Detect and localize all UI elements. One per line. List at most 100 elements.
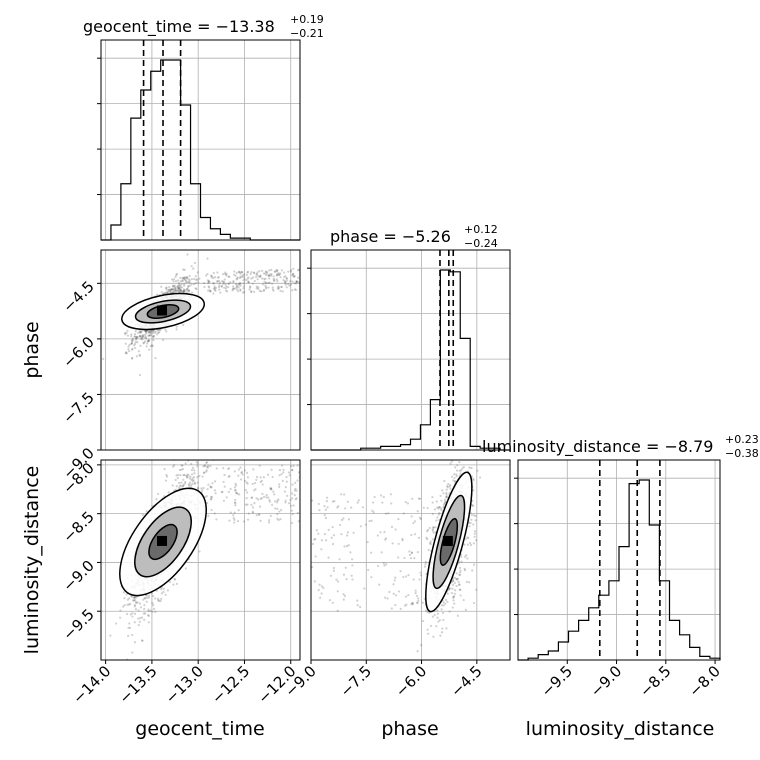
sample-point	[473, 530, 477, 533]
sample-point	[414, 591, 417, 595]
title-phase-main: phase = −5.26	[330, 227, 451, 246]
sample-point	[228, 275, 231, 279]
sample-point	[292, 275, 295, 278]
sample-point	[249, 286, 252, 289]
sample-point	[209, 486, 212, 489]
sample-point	[384, 596, 387, 599]
sample-point	[238, 276, 241, 280]
sample-point	[266, 271, 269, 274]
sample-point	[250, 271, 253, 274]
sample-point	[130, 333, 133, 336]
sample-point	[238, 283, 242, 286]
sample-point	[319, 596, 322, 599]
sample-point	[212, 287, 215, 290]
sample-point	[162, 338, 165, 341]
sample-point	[205, 470, 208, 473]
sample-point	[138, 373, 142, 377]
sample-point	[184, 567, 187, 570]
sample-point	[223, 473, 226, 477]
sample-point	[254, 488, 257, 491]
sample-point	[446, 600, 449, 603]
y-tick-label-phase: −6.0	[59, 333, 97, 371]
sample-point	[252, 468, 255, 471]
sample-point	[267, 273, 270, 277]
sample-point	[187, 278, 190, 281]
sample-point	[472, 478, 475, 482]
sample-point	[174, 280, 178, 283]
sample-point	[270, 273, 273, 276]
x-tick-label-luminosity_distance: −8.5	[636, 662, 674, 700]
sample-point	[291, 497, 294, 500]
sample-point	[158, 599, 161, 603]
sample-point	[409, 557, 413, 560]
sample-point	[183, 284, 186, 287]
sample-point	[217, 276, 220, 279]
sample-point	[326, 506, 329, 509]
sample-point	[210, 486, 213, 489]
sample-point	[147, 621, 150, 624]
sample-point	[278, 469, 281, 472]
sample-point	[236, 520, 240, 523]
sample-point	[454, 576, 457, 580]
sample-point	[296, 464, 299, 467]
sample-point	[331, 601, 334, 604]
sample-point	[237, 270, 241, 273]
sample-point	[455, 473, 458, 476]
sample-point	[357, 499, 360, 502]
sample-point	[275, 273, 279, 277]
sample-point	[214, 286, 218, 290]
sample-point	[317, 502, 320, 506]
sample-point	[170, 288, 173, 291]
sample-point	[207, 279, 211, 283]
sample-point	[324, 508, 327, 511]
sample-point	[194, 287, 197, 290]
sample-point	[234, 282, 238, 286]
sample-point	[184, 281, 188, 284]
ylabel-luminosity-distance: luminosity_distance	[21, 466, 43, 655]
sample-point	[126, 612, 129, 616]
sample-point	[476, 469, 479, 472]
sample-point	[280, 285, 283, 289]
sample-point	[280, 285, 283, 289]
sample-point	[366, 541, 369, 544]
sample-point	[227, 282, 230, 285]
sample-point	[251, 276, 255, 279]
sample-point	[227, 285, 230, 289]
sample-point	[209, 290, 212, 293]
sample-point	[181, 291, 184, 294]
sample-point	[198, 474, 201, 478]
sample-point	[411, 497, 414, 500]
sample-point	[136, 601, 139, 604]
sample-point	[442, 604, 445, 607]
sample-point	[330, 536, 333, 539]
sample-point	[208, 280, 211, 284]
sample-point	[445, 495, 448, 498]
sample-point	[141, 337, 144, 341]
sample-point	[422, 506, 425, 509]
sample-point	[433, 508, 436, 511]
sample-point	[290, 509, 293, 512]
sample-point	[245, 497, 248, 500]
sample-point	[471, 504, 475, 507]
sample-point	[183, 282, 186, 286]
sample-point	[450, 591, 454, 595]
sample-point	[271, 288, 274, 291]
sample-point	[284, 501, 287, 504]
sample-point	[239, 466, 242, 469]
sample-point	[191, 477, 194, 480]
sample-point	[165, 473, 168, 477]
sample-point	[384, 537, 388, 540]
sample-point	[165, 475, 169, 478]
sample-point	[246, 518, 250, 521]
sample-point	[212, 282, 215, 285]
sample-point	[410, 534, 413, 537]
sample-point	[442, 505, 445, 509]
sample-point	[315, 529, 318, 532]
sample-point	[196, 481, 199, 484]
sample-point	[385, 563, 388, 566]
sample-point	[224, 272, 227, 276]
sample-point	[223, 278, 226, 281]
sample-point	[162, 590, 165, 594]
sample-point	[453, 480, 457, 483]
sample-point	[359, 605, 362, 609]
